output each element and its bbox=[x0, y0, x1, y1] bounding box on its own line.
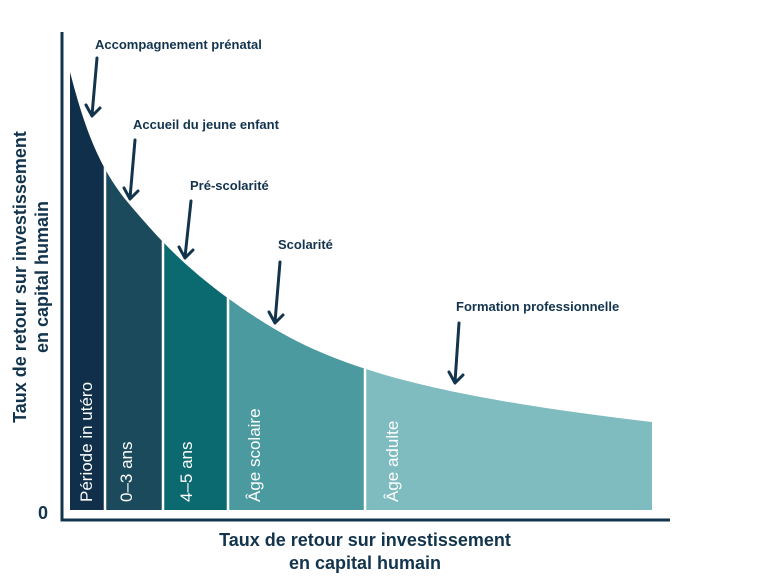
segment-label: Âge adulte bbox=[383, 421, 402, 502]
x-axis-title: Taux de retour sur investissement bbox=[219, 530, 511, 550]
axes bbox=[60, 32, 670, 522]
segment-label: 0–3 ans bbox=[117, 442, 136, 503]
segment-label: Âge scolaire bbox=[245, 408, 264, 502]
arrow bbox=[267, 260, 285, 325]
annotation: Accueil du jeune enfant bbox=[133, 117, 280, 132]
segment bbox=[365, 72, 652, 510]
annotation: Formation professionnelle bbox=[456, 299, 619, 314]
x-axis-title: en capital humain bbox=[289, 553, 441, 573]
arrow bbox=[84, 56, 102, 118]
annotation: Scolarité bbox=[278, 237, 333, 252]
segment-label: 4–5 ans bbox=[177, 442, 196, 503]
origin-label: 0 bbox=[38, 503, 48, 523]
y-axis-title: en capital humain bbox=[32, 201, 52, 353]
segment-label: Période in utéro bbox=[77, 382, 96, 502]
y-axis-title: Taux de retour sur investissement bbox=[10, 131, 30, 423]
arrow bbox=[122, 138, 140, 201]
arrow bbox=[177, 199, 195, 260]
arrow bbox=[447, 321, 465, 385]
annotation: Accompagnement prénatal bbox=[95, 37, 262, 52]
annotation: Pré-scolarité bbox=[190, 178, 269, 193]
